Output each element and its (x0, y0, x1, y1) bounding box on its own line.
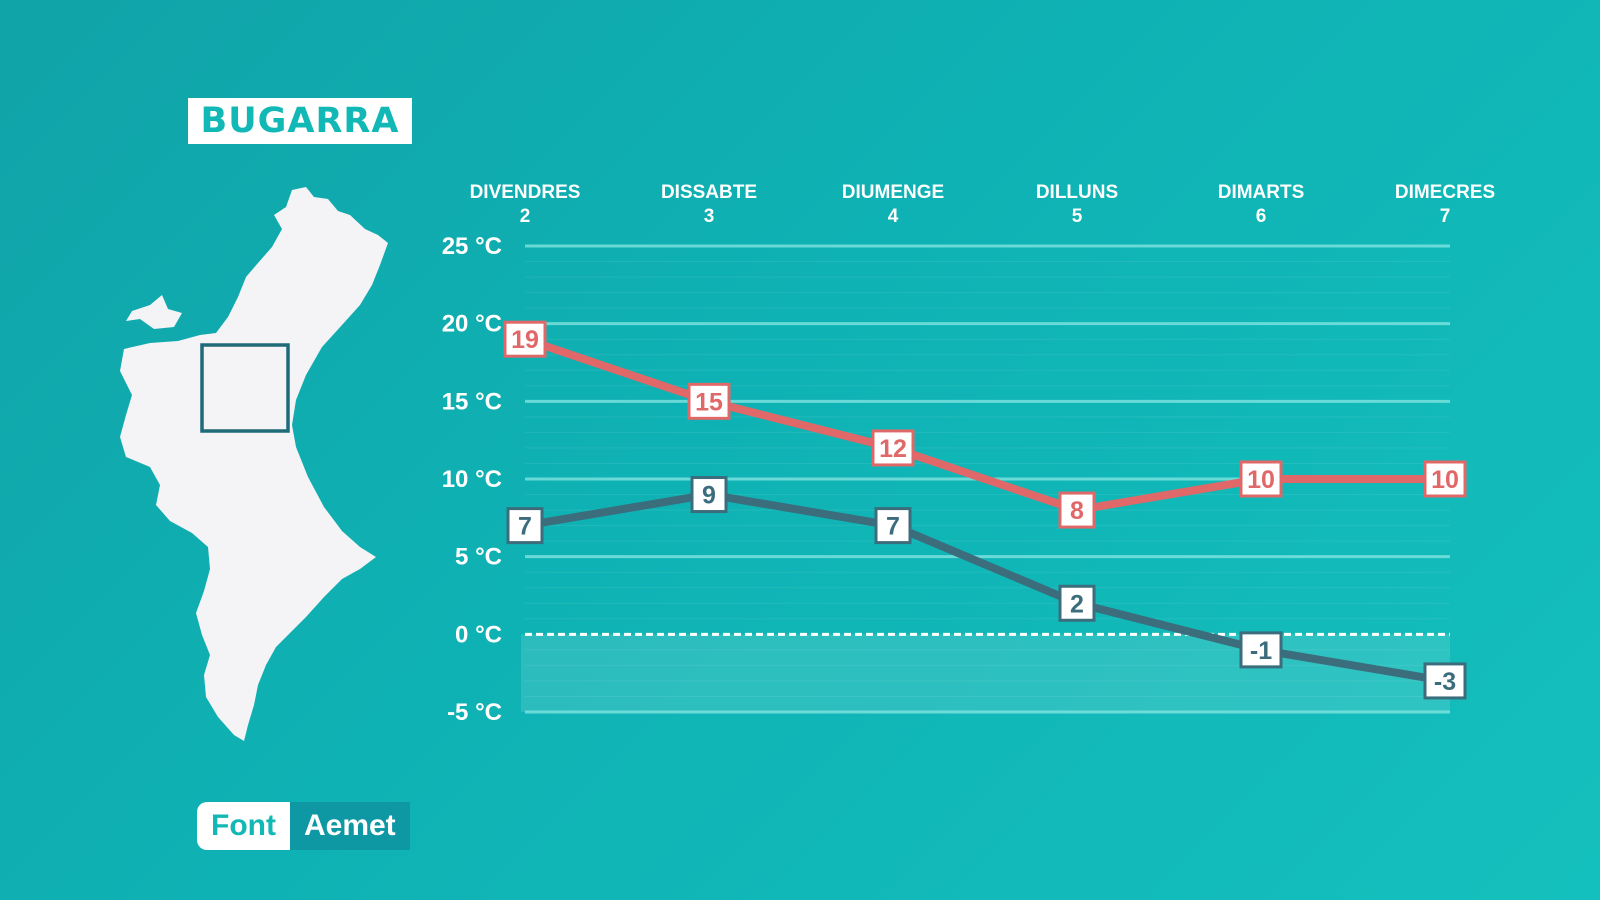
data-marker-max (687, 382, 731, 420)
x-date-label: 4 (888, 206, 899, 227)
y-tick-label: -5 °C (447, 699, 502, 726)
x-date-label: 2 (520, 206, 531, 227)
data-marker-max (1239, 460, 1283, 498)
source-name: Aemet (289, 802, 410, 850)
data-label-max: 8 (1070, 497, 1084, 525)
location-title: BUGARRA (200, 101, 400, 141)
data-marker-min (690, 476, 728, 514)
data-marker-max (1058, 491, 1096, 529)
data-marker-max (503, 320, 547, 358)
x-day-label: DIMARTS (1218, 182, 1305, 203)
location-marker-box (200, 343, 290, 433)
source-badge: Font Aemet (197, 802, 410, 850)
x-day-label: DILLUNS (1036, 182, 1118, 203)
y-tick-label: 20 °C (442, 311, 502, 338)
data-marker-min (874, 507, 912, 545)
data-marker-max (1423, 460, 1467, 498)
y-tick-label: 0 °C (455, 621, 502, 648)
x-date-label: 5 (1072, 206, 1083, 227)
location-title-box: BUGARRA (188, 98, 412, 144)
series-line-max (521, 335, 1449, 515)
x-date-label: 6 (1256, 206, 1267, 227)
data-marker-min (1058, 584, 1096, 622)
x-day-label: DIVENDRES (470, 182, 581, 203)
data-label-max: 10 (1247, 466, 1275, 494)
data-label-min: -3 (1434, 668, 1456, 696)
y-tick-label: 25 °C (442, 233, 502, 260)
y-tick-label: 5 °C (455, 544, 502, 571)
data-marker-max (871, 429, 915, 467)
data-label-max: 15 (695, 388, 723, 416)
data-marker-min (506, 507, 544, 545)
x-date-label: 7 (1440, 206, 1451, 227)
region-map-svg (120, 187, 388, 741)
data-label-min: 7 (518, 513, 532, 541)
y-tick-label: 15 °C (442, 388, 502, 415)
data-label-min: 9 (702, 482, 716, 510)
region-island-shape (126, 295, 182, 329)
data-marker-min (1423, 662, 1467, 700)
region-map (110, 185, 410, 765)
x-day-label: DIUMENGE (842, 182, 944, 203)
x-day-label: DISSABTE (661, 182, 757, 203)
region-shape (120, 187, 388, 741)
data-label-min: 2 (1070, 590, 1084, 618)
source-label: Font (197, 802, 290, 850)
series-line-min (521, 490, 1449, 685)
data-label-min: -1 (1250, 637, 1272, 665)
data-label-min: 7 (886, 513, 900, 541)
data-marker-min (1239, 631, 1283, 669)
y-tick-label: 10 °C (442, 466, 502, 493)
x-date-label: 3 (704, 206, 715, 227)
x-day-label: DIMECRES (1395, 182, 1495, 203)
data-label-max: 10 (1431, 466, 1459, 494)
data-label-max: 12 (879, 435, 907, 463)
data-label-max: 19 (511, 326, 539, 354)
below-zero-band (521, 634, 1450, 712)
